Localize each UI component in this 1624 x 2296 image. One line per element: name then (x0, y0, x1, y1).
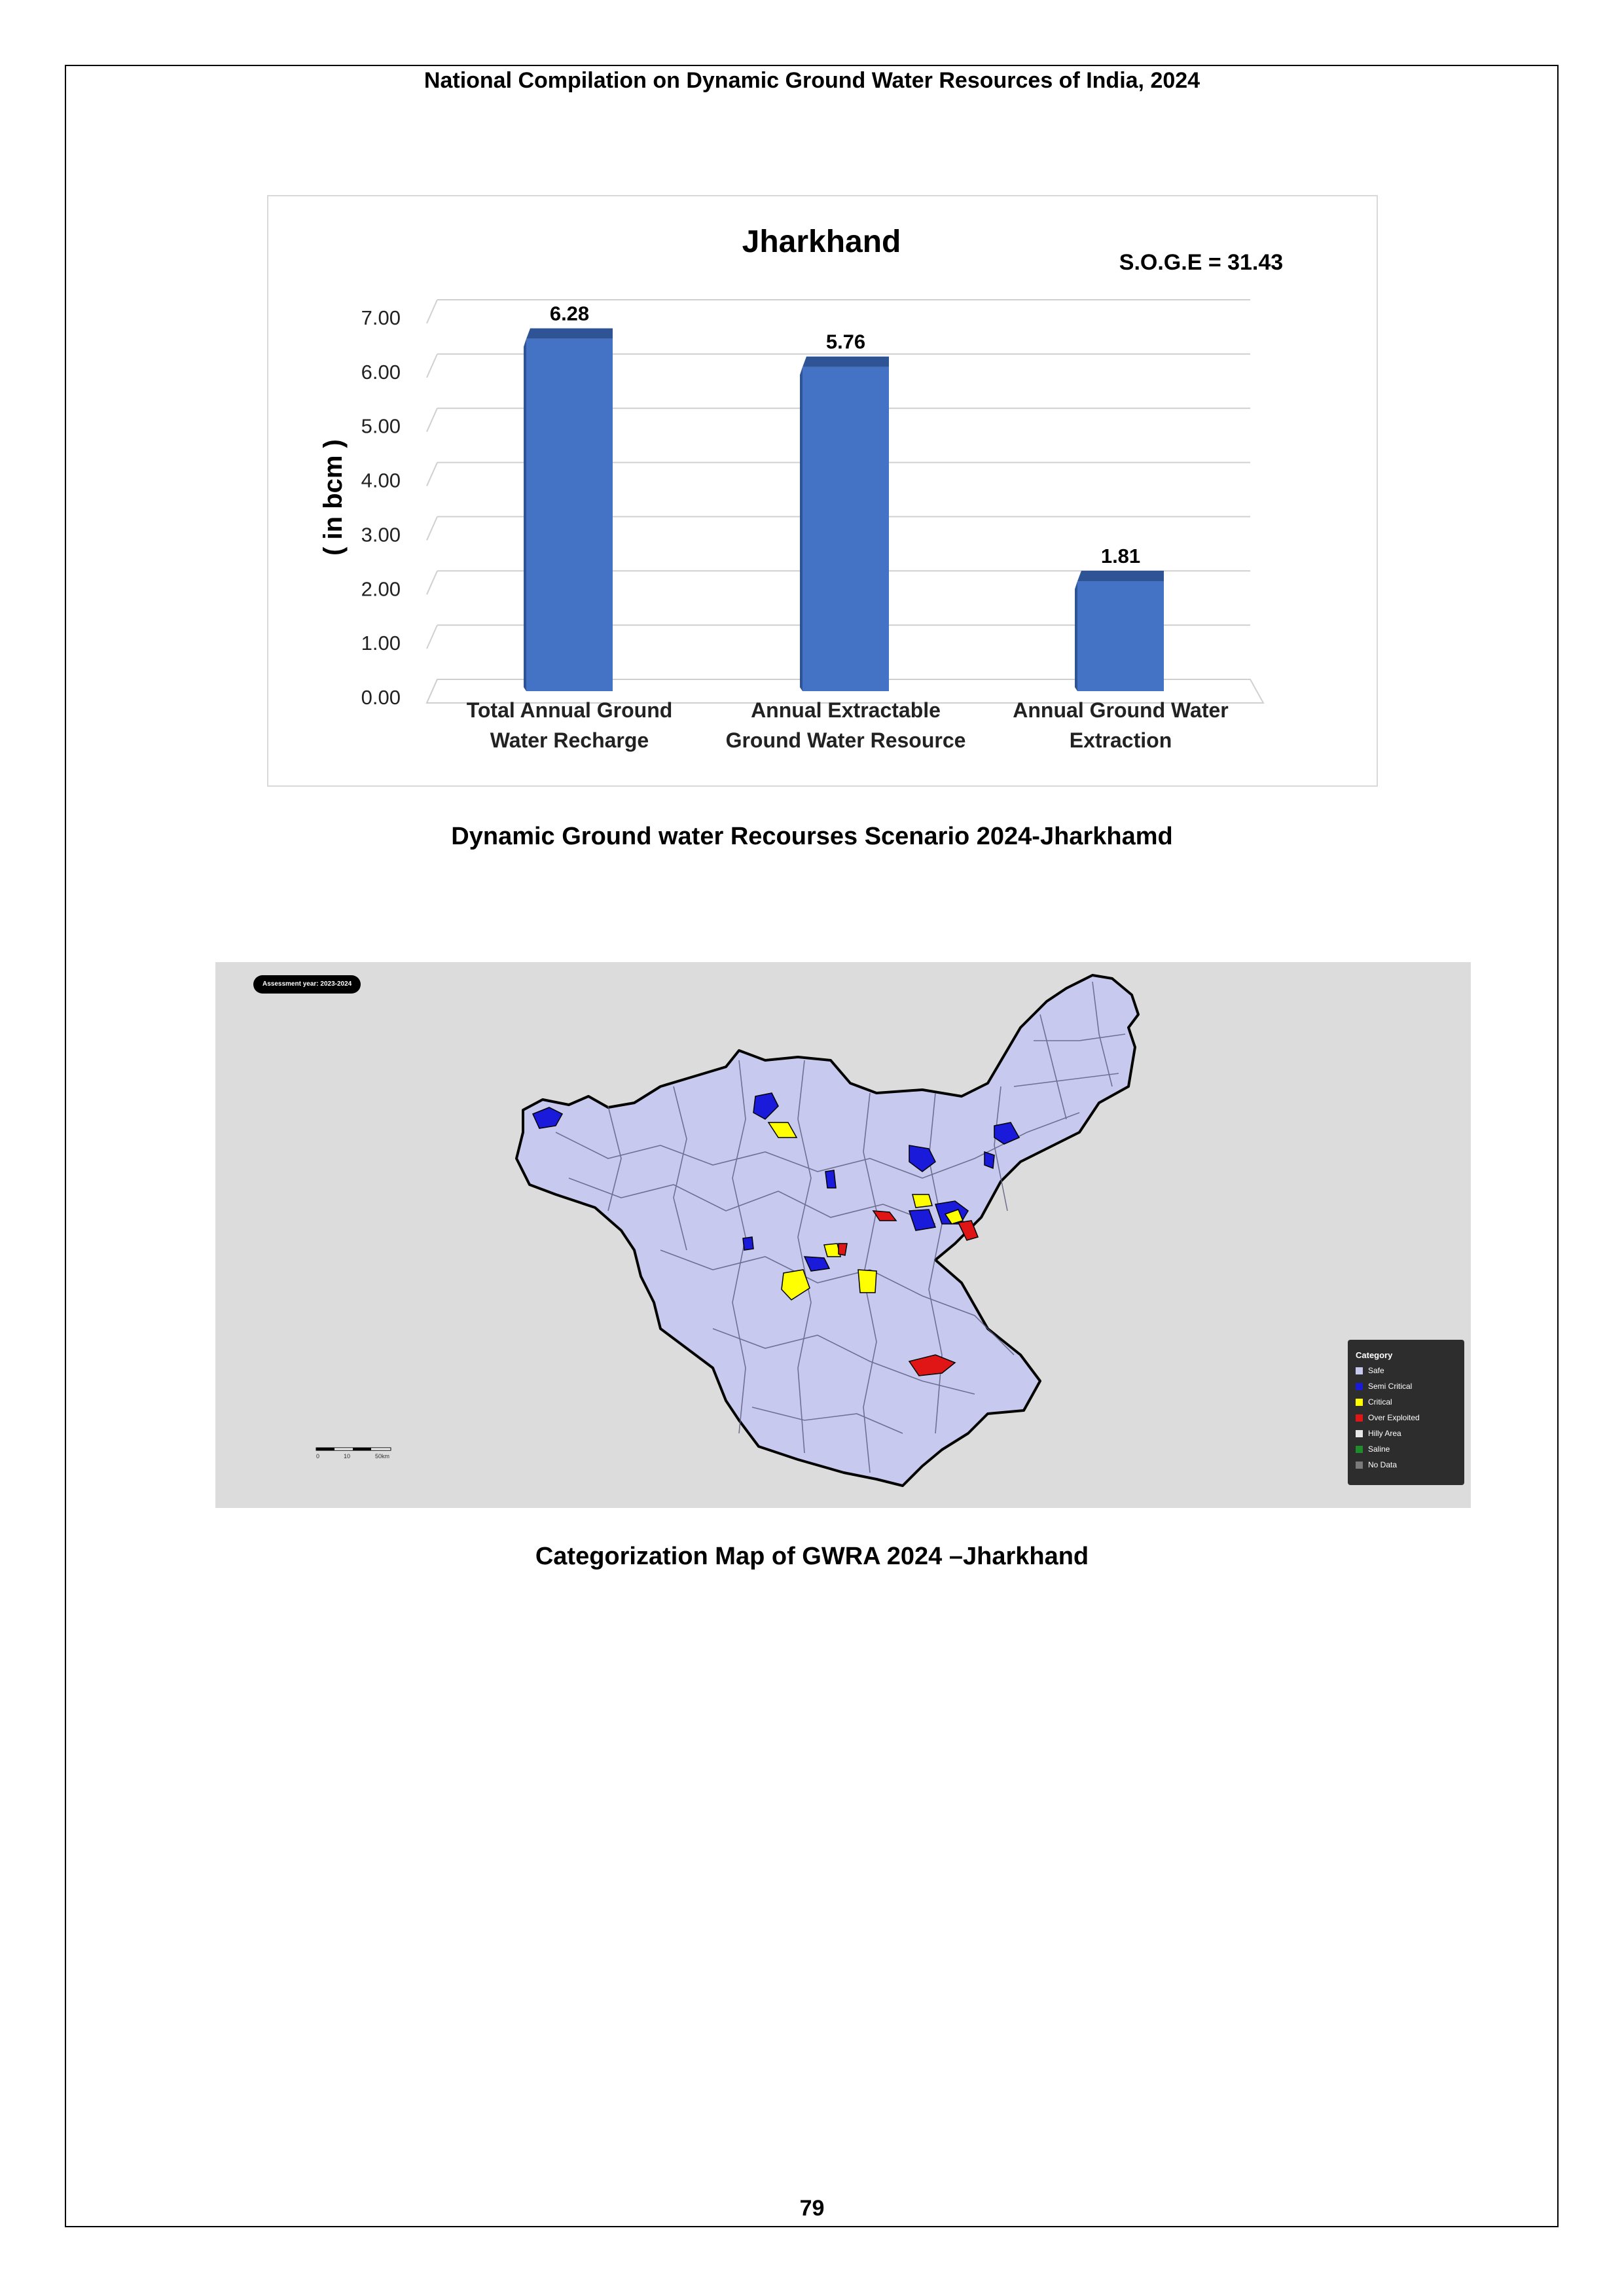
legend-item: Hilly Area (1356, 1426, 1456, 1441)
gridline-depth (426, 299, 438, 324)
legend-title: Category (1356, 1350, 1393, 1360)
legend-label: Hilly Area (1368, 1429, 1401, 1438)
gridline-depth (426, 408, 438, 433)
y-tick-label: 5.00 (361, 415, 401, 438)
legend-item: No Data (1356, 1457, 1456, 1473)
scale-label-50km: 50km (375, 1453, 389, 1460)
assessment-year-badge: Assessment year: 2023-2024 (253, 975, 361, 994)
y-axis-label: ( in bcm ) (319, 439, 348, 556)
legend-item: Safe (1356, 1363, 1456, 1378)
scale-label-0: 0 (316, 1453, 319, 1460)
y-tick-label: 1.00 (361, 632, 401, 655)
legend-swatch (1356, 1382, 1363, 1390)
bar-top (1077, 571, 1164, 582)
y-tick-label: 3.00 (361, 523, 401, 546)
soge-annotation: S.O.G.E = 31.43 (1119, 250, 1283, 275)
page-border (65, 65, 1559, 2227)
x-tick-label: Extraction (1070, 728, 1172, 752)
legend-swatch (1356, 1398, 1363, 1406)
legend-swatch (1356, 1445, 1363, 1453)
bar-side (524, 338, 526, 691)
legend-label: Safe (1368, 1366, 1384, 1375)
legend-item: Over Exploited (1356, 1410, 1456, 1426)
scale-label-10: 10 (344, 1453, 350, 1460)
x-tick-label: Total Annual Ground (467, 698, 673, 722)
bar-top (526, 328, 613, 339)
legend-swatch (1356, 1429, 1363, 1437)
bar (803, 367, 889, 691)
bar-chart-svg: Jharkhand S.O.G.E = 31.43 ( in bcm ) 0.0… (319, 224, 1283, 752)
chart-caption: Dynamic Ground water Recourses Scenario … (451, 823, 1173, 850)
gridline-depth (426, 624, 438, 649)
categorization-map: Assessment year: 2023-2024 0 10 50km Cat… (215, 962, 1471, 1508)
y-tick-label: 6.00 (361, 361, 401, 384)
y-tick-label: 4.00 (361, 469, 401, 492)
legend-item: Semi Critical (1356, 1378, 1456, 1394)
legend-item: Critical (1356, 1394, 1456, 1410)
bar-side (1075, 581, 1077, 691)
block-boundaries (555, 981, 1126, 1473)
map-caption: Categorization Map of GWRA 2024 –Jharkha… (535, 1543, 1089, 1570)
page-header: National Compilation on Dynamic Ground W… (424, 68, 1200, 93)
y-tick-label: 7.00 (361, 306, 401, 329)
category-regions (532, 1092, 1020, 1376)
chart-floor (425, 679, 1265, 704)
y-tick-label: 0.00 (361, 686, 401, 709)
bar-chart: Jharkhand S.O.G.E = 31.43 ( in bcm ) 0.0… (267, 195, 1378, 787)
x-tick-label: Water Recharge (490, 728, 649, 752)
gridline-depth (426, 570, 438, 595)
legend-swatch (1356, 1414, 1363, 1422)
map-scale-bar: 0 10 50km (315, 1446, 393, 1465)
jharkhand-map (515, 974, 1140, 1487)
bar-top (803, 356, 889, 367)
map-legend: Category Safe Semi Critical Critical Over E… (1348, 1340, 1464, 1485)
chart-title: Jharkhand (742, 224, 901, 259)
legend-swatch (1356, 1461, 1363, 1469)
page-number: 79 (799, 2196, 825, 2221)
x-tick-label: Ground Water Resource (726, 728, 966, 752)
y-tick-label: 2.00 (361, 577, 401, 600)
bar (1077, 581, 1164, 691)
gridline-depth (426, 353, 438, 378)
x-tick-label: Annual Ground Water (1013, 698, 1228, 722)
legend-label: Critical (1368, 1397, 1392, 1407)
legend-item: Saline (1356, 1441, 1456, 1457)
legend-swatch (1356, 1367, 1363, 1374)
legend-label: No Data (1368, 1460, 1398, 1469)
data-label: 6.28 (550, 302, 589, 325)
gridline-depth (426, 462, 438, 486)
bar-side (800, 367, 803, 691)
x-tick-label: Annual Extractable (751, 698, 941, 722)
data-label: 1.81 (1101, 545, 1140, 567)
gridline-depth (426, 516, 438, 541)
bar (526, 338, 613, 691)
data-label: 5.76 (826, 331, 865, 353)
legend-label: Over Exploited (1368, 1413, 1420, 1422)
legend-label: Semi Critical (1368, 1382, 1413, 1391)
state-outline (515, 974, 1140, 1487)
legend-label: Saline (1368, 1444, 1390, 1454)
